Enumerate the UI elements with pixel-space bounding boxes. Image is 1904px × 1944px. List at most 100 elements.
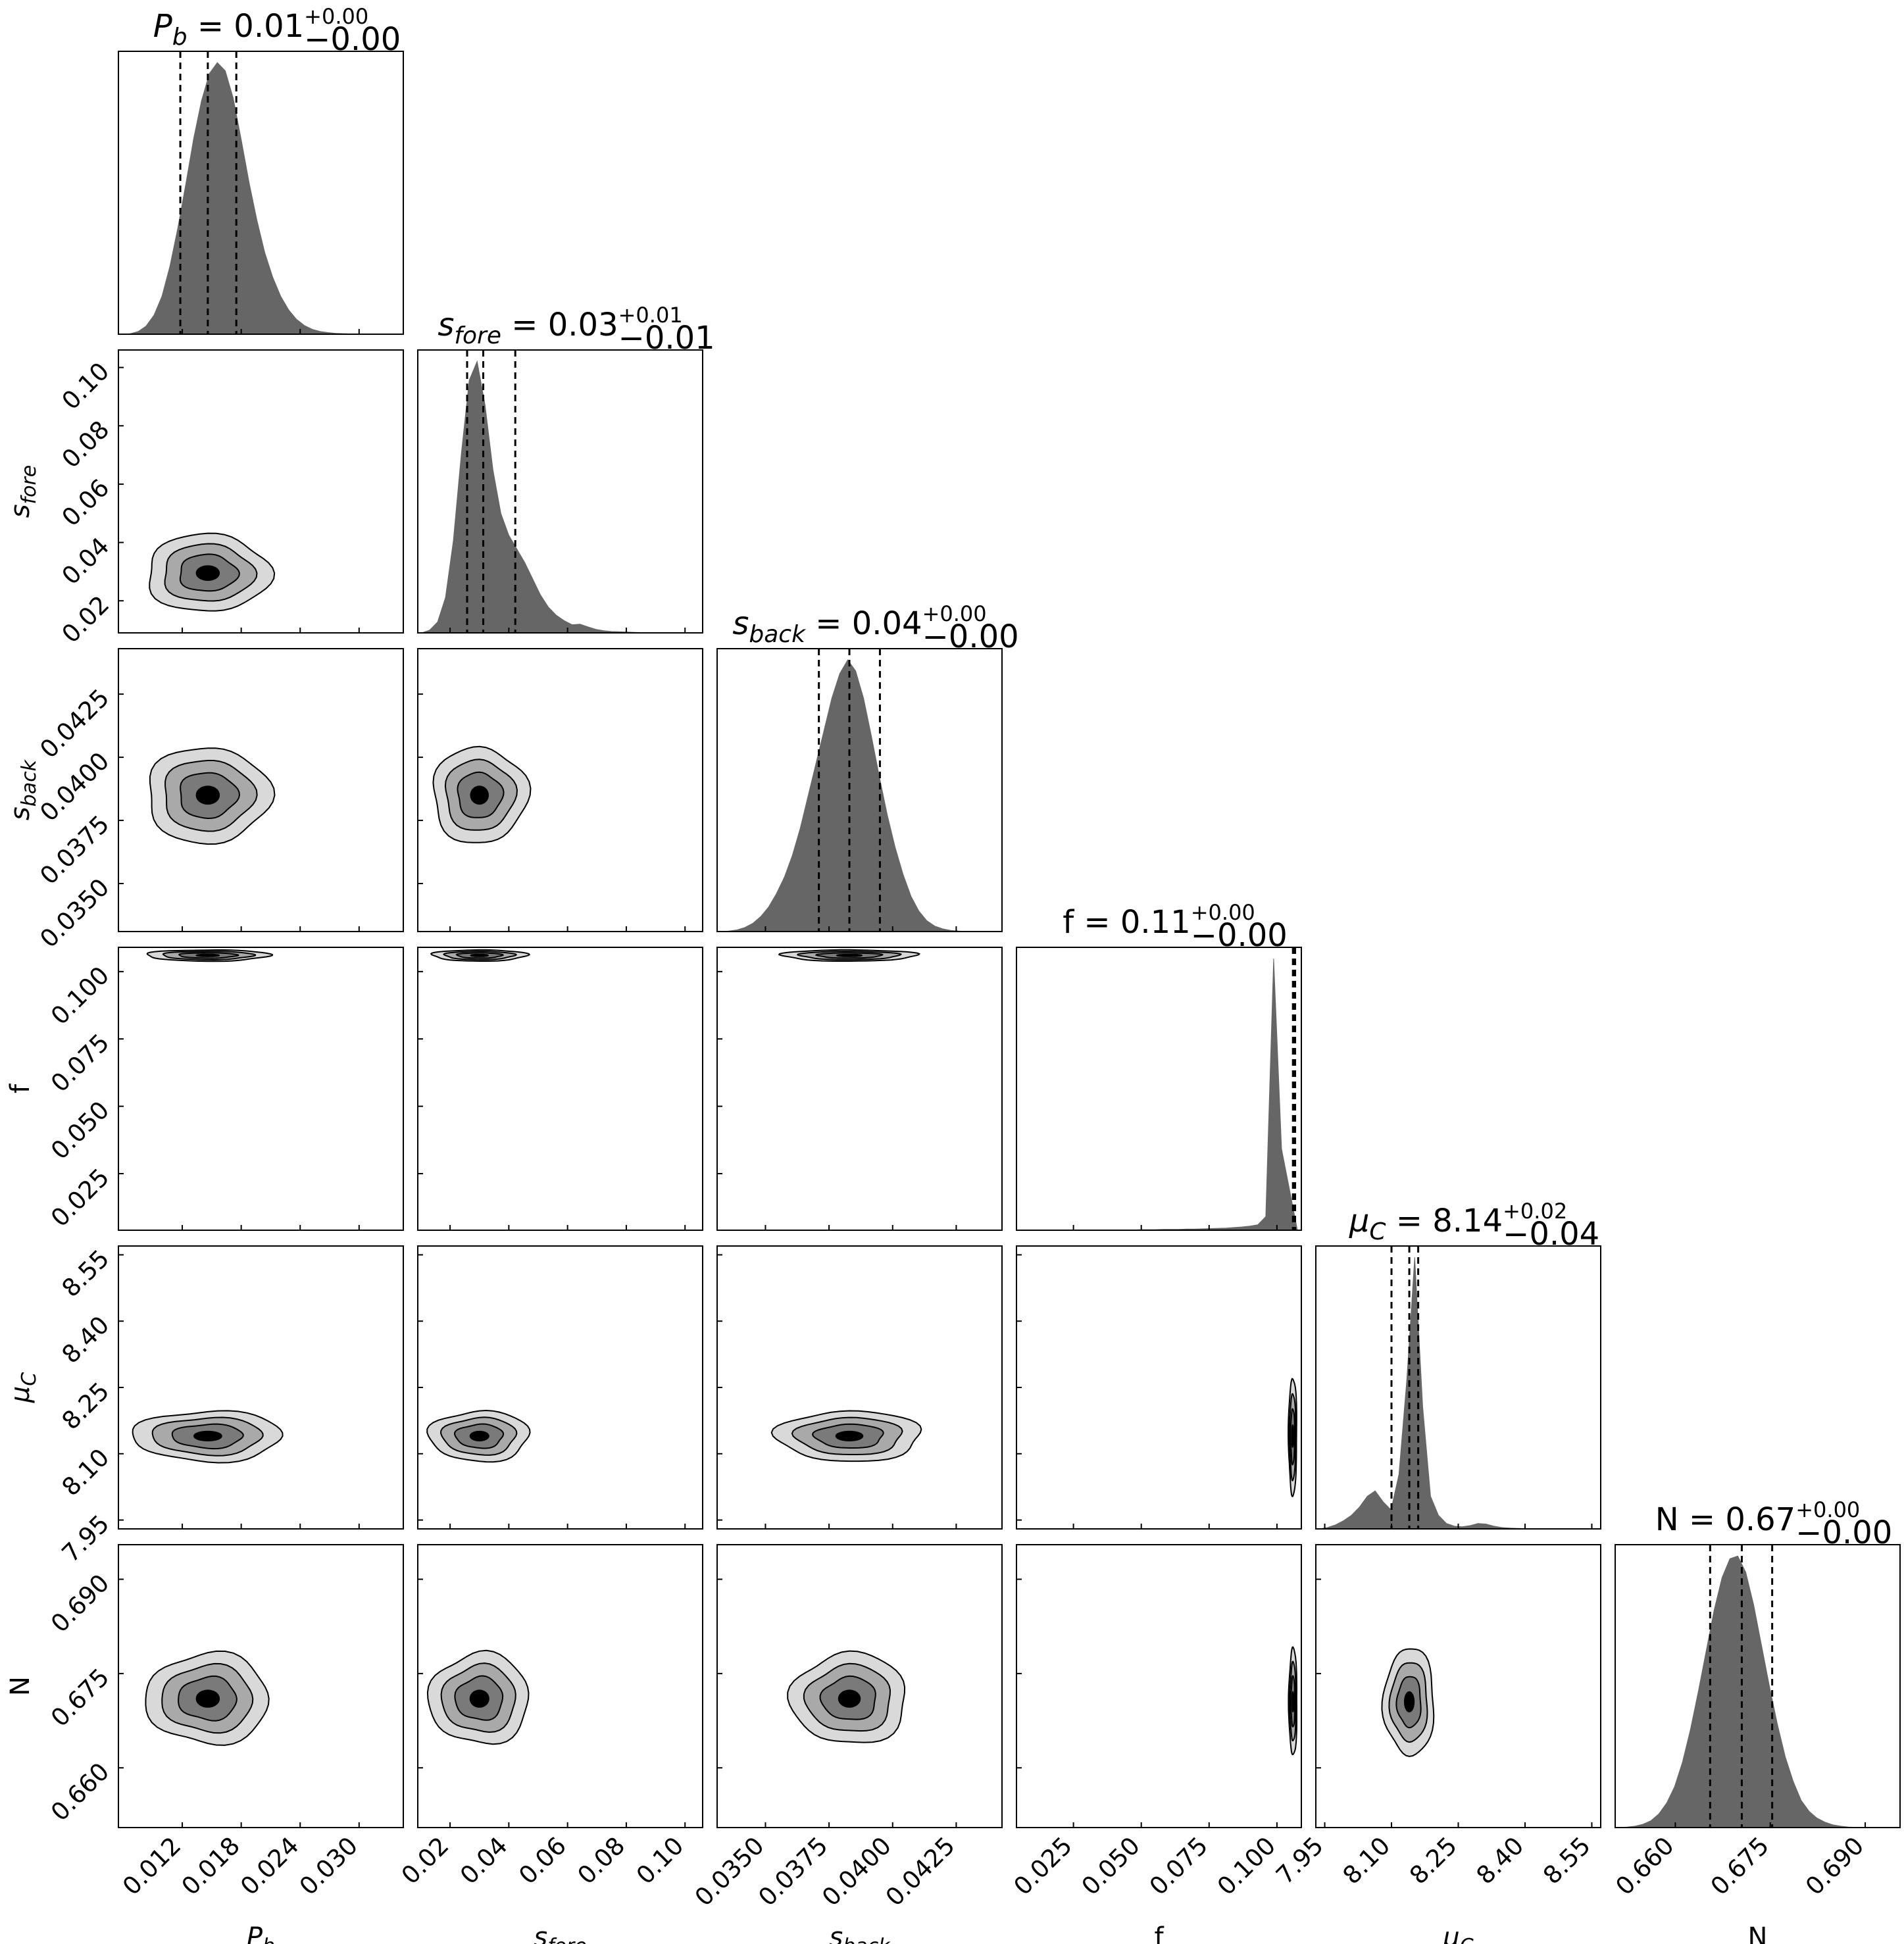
title-err-minus-N: −0.00 xyxy=(1795,1514,1892,1551)
contour-panel-Pb-muC xyxy=(118,1245,404,1530)
x-tick-label: 0.018 xyxy=(176,1832,245,1901)
title-err-minus-f: −0.00 xyxy=(1191,917,1288,954)
contour-panel-sfore-muC xyxy=(417,1245,703,1530)
x-axis-sfore: 0.020.040.060.080.10 sfore xyxy=(396,628,689,1944)
x-tick-label: 0.100 xyxy=(1212,1832,1281,1901)
panel-frame xyxy=(118,1544,404,1828)
x-tick-label: 0.075 xyxy=(1144,1832,1213,1901)
contour-panel-sfore-f xyxy=(417,947,703,1231)
contour-core xyxy=(836,953,863,957)
x-tick-label: 8.55 xyxy=(1538,1832,1596,1890)
y-tick-label: 0.0375 xyxy=(34,810,114,890)
y-tick-label: 0.08 xyxy=(57,415,115,474)
histogram-f xyxy=(1016,959,1301,1231)
contour-panel-Pb-f xyxy=(118,947,404,1231)
title-f: f = 0.11+0.00 xyxy=(1063,900,1255,941)
panel-frame xyxy=(716,1544,1003,1828)
histogram-Pb xyxy=(118,62,403,335)
panel-frame xyxy=(1315,1544,1601,1828)
contour-core xyxy=(195,785,220,805)
panel-frame xyxy=(417,947,703,1231)
panel-frame xyxy=(716,648,1003,932)
histogram-muC xyxy=(1316,1257,1601,1530)
x-tick-label: 7.95 xyxy=(1270,1832,1329,1890)
contour-core xyxy=(195,565,220,582)
contour-panel-Pb-N xyxy=(118,1544,404,1828)
x-tick-label: 0.0375 xyxy=(753,1832,834,1912)
x-axis-label-N: N xyxy=(1748,1922,1768,1944)
y-axis-muC: 7.95 8.10 8.25 8.40 8.55 μC xyxy=(5,1244,1022,1568)
panel-frame xyxy=(417,349,703,634)
panel-frame xyxy=(1315,1245,1601,1530)
x-axis-label-f: f xyxy=(1154,1922,1164,1944)
contour-core xyxy=(1291,1691,1295,1713)
contour-core xyxy=(195,953,220,957)
contour-core xyxy=(469,1430,489,1442)
x-tick-label: 8.10 xyxy=(1338,1832,1396,1890)
contour-panel-sback-f xyxy=(716,947,1003,1231)
x-tick-label: 0.025 xyxy=(1009,1832,1078,1901)
x-axis-N: 0.660 0.675 0.690 N xyxy=(1610,1822,1869,1944)
x-tick-label: 0.10 xyxy=(631,1832,689,1890)
panel-frame xyxy=(1016,947,1302,1231)
y-tick-label: 0.025 xyxy=(45,1163,114,1232)
x-axis-label-sfore: sfore xyxy=(534,1922,587,1944)
panel-frame xyxy=(118,947,404,1231)
y-axis-label-muC: μC xyxy=(5,1372,41,1403)
x-tick-label: 0.024 xyxy=(235,1832,304,1901)
panel-frame xyxy=(716,1245,1003,1530)
x-tick-label: 0.690 xyxy=(1800,1832,1869,1901)
title-muC: μC = 8.14+0.02 xyxy=(1349,1199,1567,1245)
x-axis-label-sback: sback xyxy=(829,1922,891,1944)
contour-panel-f-N xyxy=(1016,1544,1302,1828)
panel-frame xyxy=(118,51,404,335)
y-axis-label-sfore: sfore xyxy=(5,465,41,518)
x-tick-label: 0.030 xyxy=(294,1832,363,1901)
contour-panel-f-muC xyxy=(1016,1245,1302,1530)
y-tick-label: 0.0350 xyxy=(34,873,114,953)
contour-panel-sfore-N xyxy=(417,1544,703,1828)
y-tick-label: 0.02 xyxy=(57,590,115,649)
panel-frame xyxy=(417,1544,703,1828)
hist-panel-sback: sback = 0.04+0.00−0.00 xyxy=(716,601,1019,932)
y-axis-label-N: N xyxy=(5,1676,36,1696)
panel-frame xyxy=(417,648,703,932)
y-tick-label: 0.100 xyxy=(45,961,114,1030)
hist-panel-Pb: Pb = 0.01+0.00−0.00 xyxy=(118,4,404,335)
contour-core xyxy=(469,1689,489,1708)
x-tick-label: 0.04 xyxy=(455,1832,513,1890)
title-sback: sback = 0.04+0.00 xyxy=(732,601,986,648)
x-tick-label: 0.08 xyxy=(572,1832,631,1890)
y-tick-label: 8.55 xyxy=(57,1244,115,1303)
hist-panel-N: N = 0.67+0.00−0.00 xyxy=(1615,1497,1901,1828)
x-tick-label: 0.0425 xyxy=(880,1832,961,1912)
x-tick-label: 8.40 xyxy=(1471,1832,1530,1890)
y-tick-label: 0.06 xyxy=(57,474,115,532)
x-axis-label-muC: μC xyxy=(1442,1922,1473,1944)
x-tick-label: 0.660 xyxy=(1610,1832,1679,1901)
y-axis-sfore: 0.020.040.060.080.10 sfore xyxy=(5,357,124,649)
contour-panel-sback-N xyxy=(716,1544,1003,1828)
y-tick-label: 0.690 xyxy=(45,1569,114,1638)
y-axis-label-sback: sback xyxy=(5,759,41,820)
x-tick-label: 0.0400 xyxy=(816,1832,897,1912)
contour-core xyxy=(835,1430,864,1442)
panel-frame xyxy=(716,947,1003,1231)
hist-panel-sfore: sfore = 0.03+0.01−0.01 xyxy=(417,303,715,634)
y-tick-label: 0.050 xyxy=(45,1096,114,1165)
title-err-minus-Pb: −0.00 xyxy=(304,21,401,58)
panel-frame xyxy=(118,648,404,932)
x-tick-label: 0.06 xyxy=(513,1832,572,1890)
contour-core xyxy=(470,785,489,805)
title-err-minus-sfore: −0.01 xyxy=(618,320,715,357)
y-tick-label: 0.075 xyxy=(45,1028,114,1097)
x-tick-label: 8.25 xyxy=(1404,1832,1463,1890)
histogram-sfore xyxy=(418,360,703,634)
panel-frame xyxy=(1615,1544,1901,1828)
contour-core xyxy=(1291,1424,1295,1449)
panel-frame xyxy=(118,349,404,634)
panel-frame xyxy=(417,1245,703,1530)
y-tick-label: 0.0400 xyxy=(34,747,114,827)
